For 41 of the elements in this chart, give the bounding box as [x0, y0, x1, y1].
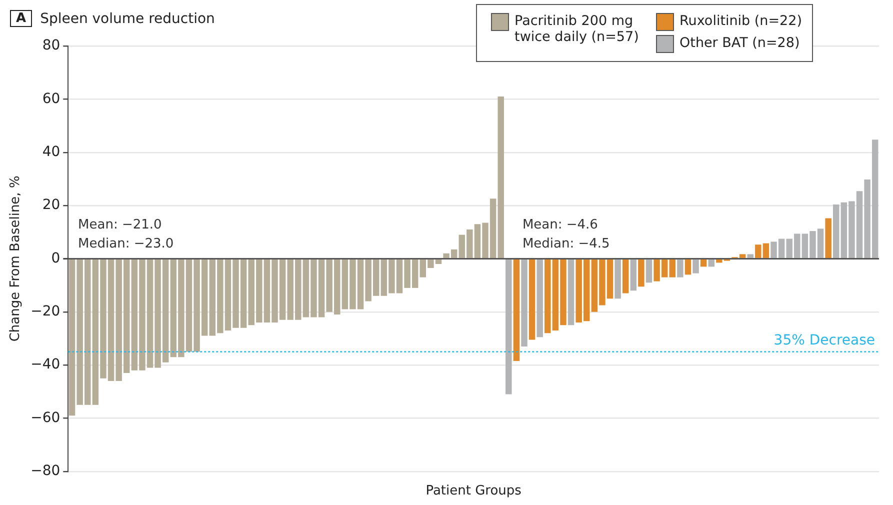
bar: [747, 254, 754, 258]
bar: [700, 259, 707, 267]
annotation: Median: −23.0: [78, 236, 174, 252]
bar: [684, 259, 692, 275]
annotation: Mean: −21.0: [78, 218, 162, 233]
y-axis-title: Change From Baseline, %: [8, 176, 24, 342]
annotation: Median: −4.5: [522, 236, 610, 252]
bar: [669, 259, 676, 278]
annotation: Mean: −4.6: [522, 218, 598, 233]
legend-label: Ruxolitinib (n=22): [680, 13, 802, 29]
bar: [825, 218, 832, 258]
y-tick-label: 40: [42, 144, 60, 160]
bar: [536, 259, 543, 338]
y-tick-label: 60: [42, 90, 60, 107]
bar: [646, 259, 652, 283]
bar: [638, 259, 644, 287]
bar: [622, 259, 629, 294]
bar: [506, 259, 512, 394]
x-axis-title: Patient Groups: [426, 484, 522, 499]
bar: [521, 259, 528, 346]
text: A: [10, 10, 32, 27]
bar: [630, 259, 637, 291]
y-tick-label: 20: [42, 197, 60, 214]
y-tick-label: −60: [30, 410, 60, 426]
bar: [528, 259, 536, 340]
y-tick-label: 0: [51, 250, 60, 266]
y-tick-label: −80: [30, 463, 60, 480]
bar: [708, 259, 714, 267]
y-tick-label: −40: [30, 356, 60, 373]
bar: [513, 259, 520, 362]
legend-label: Other BAT (n=28): [680, 35, 800, 51]
y-tick-label: 80: [42, 38, 60, 54]
bar: [692, 259, 699, 274]
y-tick-label: −20: [30, 304, 60, 320]
bar: [614, 259, 621, 299]
bar: [568, 259, 574, 326]
legend-label: Pacritinib 200 mg twice daily (n=57): [514, 13, 640, 45]
bar: [833, 204, 840, 258]
bar: [677, 259, 684, 278]
ref-line-label: 35% Decrease: [774, 332, 875, 348]
chart-title: Spleen volume reduction: [40, 10, 215, 26]
